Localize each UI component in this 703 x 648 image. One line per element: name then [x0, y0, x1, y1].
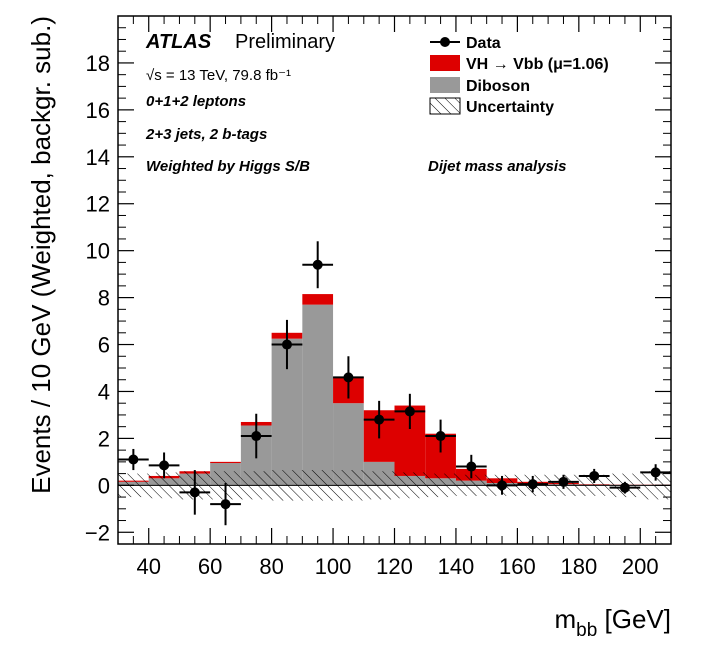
experiment-label: ATLAS Preliminary √s = 13 TeV, 79.8 fb⁻¹… — [145, 31, 566, 175]
axis-ticks — [118, 15, 671, 545]
data-marker-11 — [466, 461, 477, 472]
x-tick-label-6: 160 — [499, 554, 536, 579]
x-tick-label-4: 120 — [376, 554, 413, 579]
atlas-label: ATLAS — [145, 31, 212, 53]
annotation-jets: 2+3 jets, 2 b-tags — [145, 126, 267, 143]
data-point-4 — [240, 413, 272, 459]
legend-swatch-diboson — [430, 77, 460, 93]
data-marker-1 — [159, 460, 170, 471]
data-point-10 — [425, 419, 456, 453]
data-marker-8 — [374, 414, 385, 425]
legend-item-data: Data — [430, 35, 501, 52]
y-tick-label-6: 10 — [86, 239, 110, 264]
legend-label-signal: VH → Vbb (μ=1.06) — [466, 56, 609, 73]
data-marker-17 — [650, 467, 661, 478]
data-points — [118, 241, 671, 526]
y-tick-label-10: 18 — [86, 51, 110, 76]
legend-item-uncertainty: Uncertainty — [429, 97, 554, 116]
data-point-11 — [455, 454, 487, 479]
data-marker-13 — [527, 479, 538, 490]
legend-item-signal: VH → Vbb (μ=1.06) — [430, 55, 609, 73]
data-point-3 — [210, 482, 241, 526]
y-tick-label-4: 6 — [98, 333, 110, 358]
data-marker-2 — [189, 487, 200, 498]
annotation-analysis: Dijet mass analysis — [428, 158, 566, 175]
data-marker-3 — [220, 499, 231, 510]
data-marker-5 — [281, 339, 292, 350]
y-tick-label-3: 4 — [98, 379, 110, 404]
x-tick-label-1: 60 — [198, 554, 222, 579]
x-tick-label-3: 100 — [315, 554, 352, 579]
y-tick-label-0: −2 — [85, 520, 110, 545]
tick-labels: 40 60 80 100 120 140 160 180 200 −2 0 2 4 6 8 10 12 14 16 1… — [85, 51, 659, 579]
x-tick-label-7: 180 — [560, 554, 597, 579]
data-point-15 — [578, 468, 610, 483]
data-point-8 — [363, 400, 395, 439]
plot-area — [118, 241, 671, 526]
y-tick-label-7: 12 — [86, 192, 110, 217]
data-marker-14 — [558, 476, 569, 487]
legend-label-diboson: Diboson — [466, 78, 530, 95]
data-marker-7 — [343, 372, 354, 383]
x-tick-label-0: 40 — [136, 554, 160, 579]
data-point-5 — [271, 319, 303, 370]
legend-data-marker — [440, 37, 450, 47]
data-point-17 — [640, 464, 671, 481]
data-point-14 — [548, 474, 579, 489]
data-point-7 — [333, 356, 364, 399]
legend-item-diboson: Diboson — [430, 77, 530, 95]
data-point-9 — [394, 393, 426, 430]
legend-label-data: Data — [466, 35, 501, 52]
legend-swatch-signal — [430, 55, 460, 71]
data-point-16 — [609, 481, 641, 494]
data-marker-10 — [435, 431, 446, 442]
x-tick-label-2: 80 — [259, 554, 283, 579]
data-point-12 — [486, 475, 518, 495]
data-point-2 — [179, 470, 211, 515]
legend-swatch-uncertainty — [429, 97, 461, 115]
legend-label-uncertainty: Uncertainty — [466, 99, 554, 116]
data-marker-4 — [251, 431, 262, 442]
status-label: Preliminary — [235, 31, 335, 53]
data-marker-15 — [589, 470, 600, 481]
data-point-1 — [148, 452, 180, 479]
y-tick-label-8: 14 — [86, 145, 110, 170]
y-tick-label-2: 2 — [98, 426, 110, 451]
bar-diboson-6 — [302, 304, 334, 486]
data-point-0 — [118, 448, 149, 471]
y-tick-label-1: 0 — [98, 473, 110, 498]
x-tick-label-8: 200 — [622, 554, 659, 579]
data-marker-6 — [312, 259, 323, 270]
bar-signal-3 — [210, 461, 241, 464]
data-point-13 — [517, 475, 549, 493]
y-axis-title: Events / 10 GeV (Weighted, backgr. sub.) — [26, 16, 56, 494]
y-tick-label-5: 8 — [98, 286, 110, 311]
data-point-6 — [302, 241, 334, 289]
data-marker-16 — [619, 482, 630, 493]
annotation-leptons: 0+1+2 leptons — [146, 93, 246, 110]
x-axis-title: mbb [GeV] — [554, 604, 671, 641]
legend: Data VH → Vbb (μ=1.06) Diboson Uncertain… — [429, 35, 609, 116]
stacked-histogram — [118, 294, 671, 486]
data-marker-12 — [497, 480, 508, 491]
x-tick-label-5: 140 — [438, 554, 475, 579]
y-tick-label-9: 16 — [86, 98, 110, 123]
energy-label: √s = 13 TeV, 79.8 fb⁻¹ — [146, 67, 291, 84]
annotation-weighting: Weighted by Higgs S/B — [146, 158, 310, 175]
bar-signal-6 — [302, 294, 334, 305]
data-marker-0 — [128, 454, 139, 465]
data-marker-9 — [404, 406, 415, 417]
plot-frame — [117, 15, 672, 545]
